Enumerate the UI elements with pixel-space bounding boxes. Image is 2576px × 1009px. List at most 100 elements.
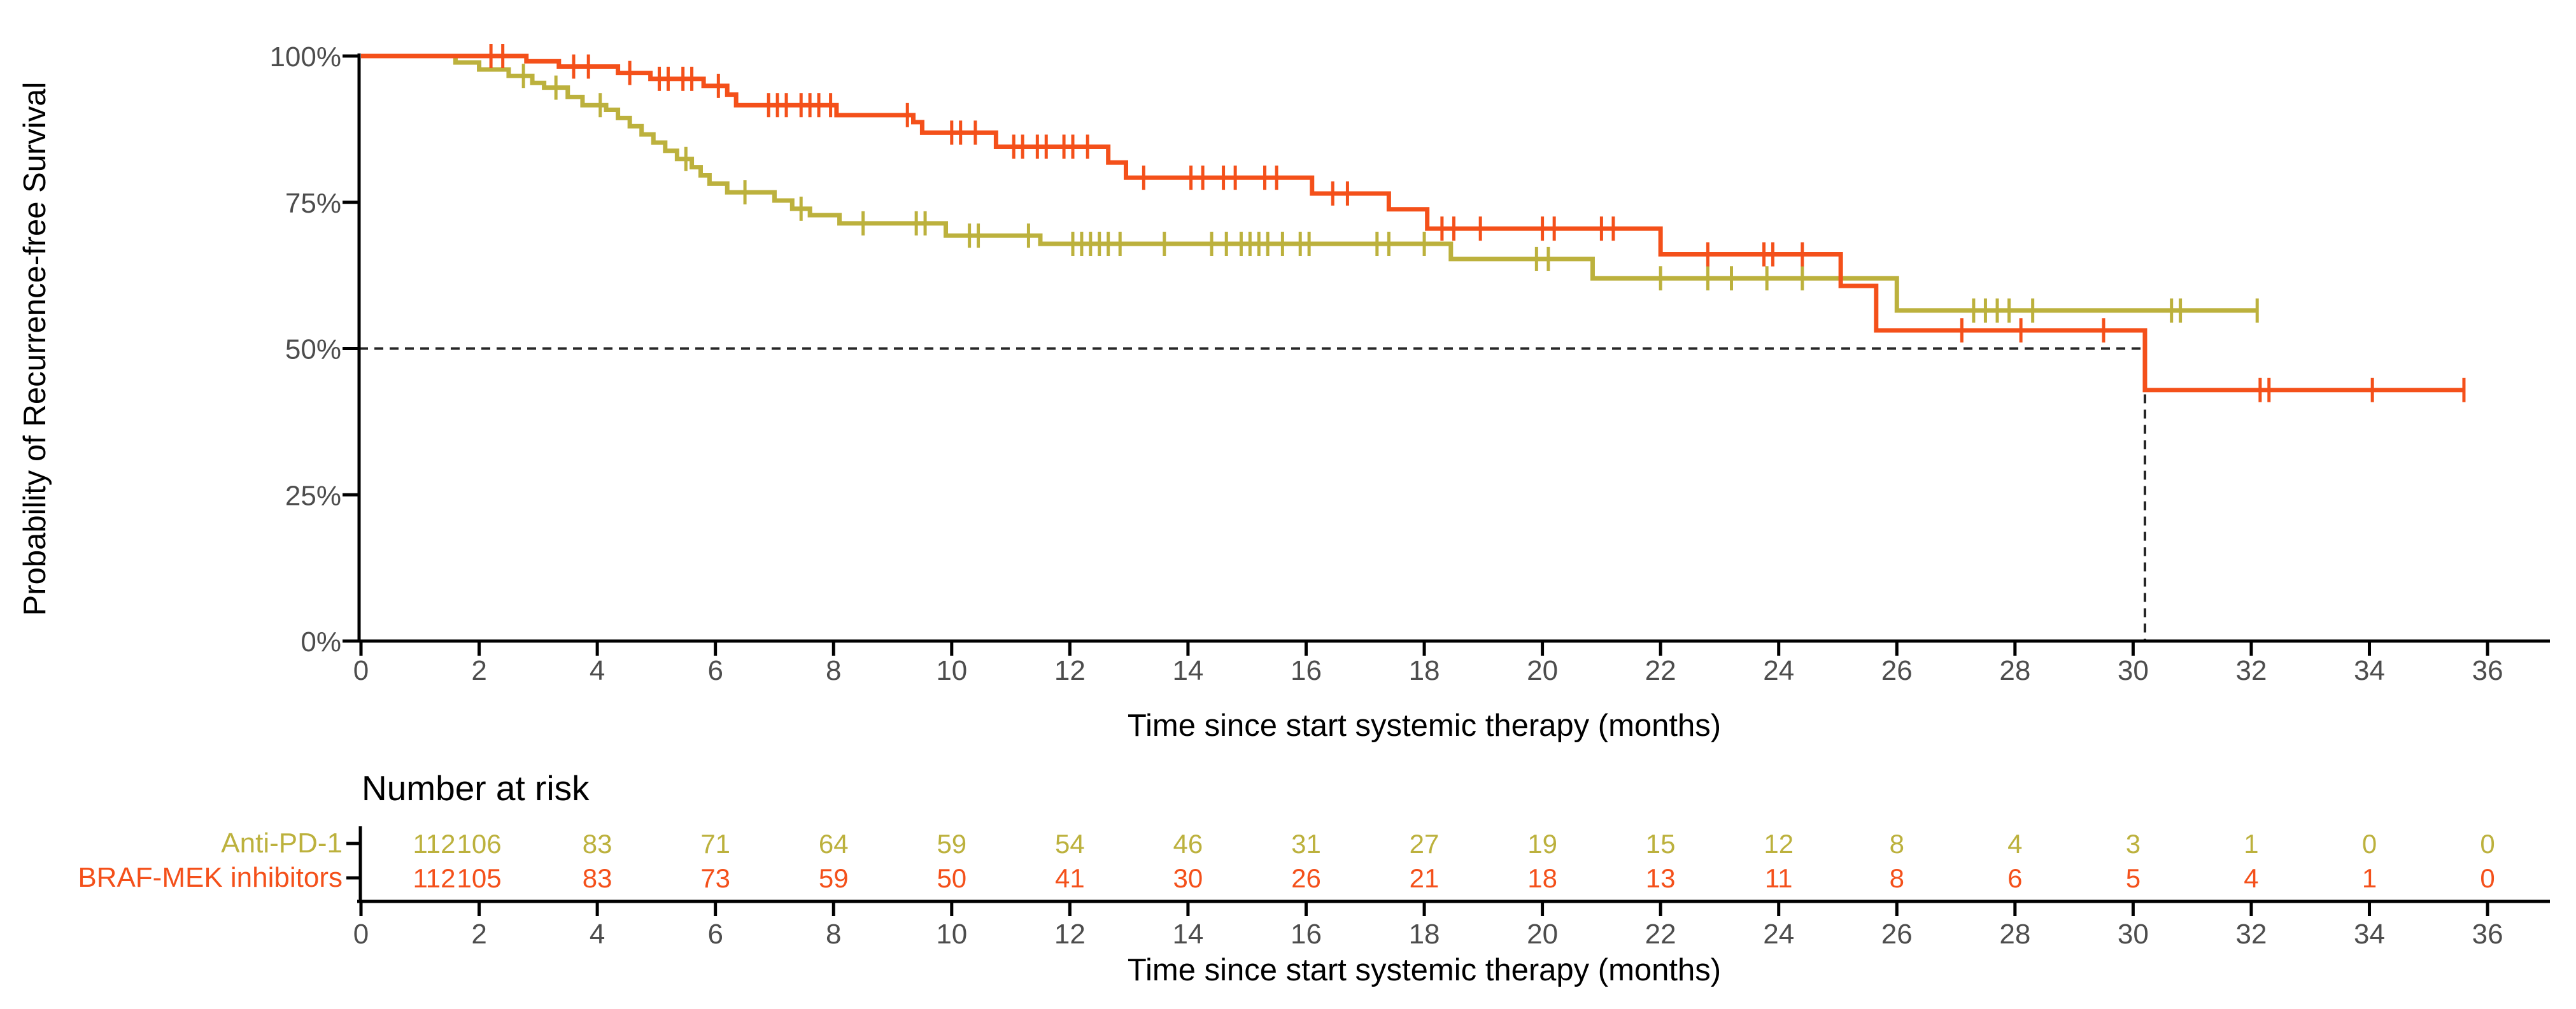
risk-row-anti-pd-1: 112 106 83 71 64 59 54 46 31 27 19 15 12 8 4 3 1 0 0: [413, 829, 2495, 859]
risk-x-tick-label: 0: [353, 919, 369, 950]
x-tick-label: 24: [1763, 655, 1794, 686]
risk-x-tick-label: 2: [471, 919, 486, 950]
risk-count: 105: [457, 863, 502, 893]
risk-count: 112: [413, 829, 456, 859]
risk-count: 27: [1410, 829, 1440, 859]
survival-curve-anti-pd-1: [361, 53, 2259, 323]
risk-count: 21: [1410, 863, 1440, 893]
risk-count: 31: [1291, 829, 1321, 859]
risk-x-tick-label: 26: [1881, 919, 1913, 950]
y-tick-label: 75%: [285, 188, 341, 219]
risk-x-tick-label: 12: [1054, 919, 1086, 950]
risk-count: 11: [1765, 863, 1793, 893]
x-tick-label: 6: [707, 655, 723, 686]
risk-count: 59: [819, 863, 849, 893]
x-tick-label: 30: [2118, 655, 2149, 686]
risk-x-tick-label: 36: [2472, 919, 2503, 950]
y-tick-label: 100%: [269, 41, 341, 73]
km-step-line-braf-mek-inhibitors: [361, 53, 2464, 393]
y-tick-labels: 0% 25% 50% 75% 100%: [269, 41, 341, 658]
x-axis-title: Time since start systemic therapy (month…: [1127, 709, 1722, 743]
risk-x-tick-label: 34: [2354, 919, 2385, 950]
risk-count: 106: [457, 829, 502, 859]
risk-count: 26: [1291, 863, 1321, 893]
risk-table-axis: [346, 826, 2550, 916]
x-tick-label: 20: [1527, 655, 1558, 686]
x-tick-label: 18: [1409, 655, 1440, 686]
x-tick-label: 10: [936, 655, 967, 686]
x-tick-label: 14: [1172, 655, 1203, 686]
censor-marks-anti-pd-1: [521, 64, 2259, 323]
risk-count: 54: [1055, 829, 1085, 859]
risk-count: 30: [1173, 863, 1203, 893]
x-tick-label: 8: [826, 655, 841, 686]
risk-count: 13: [1646, 863, 1676, 893]
risk-x-tick-label: 8: [826, 919, 841, 950]
risk-count: 64: [819, 829, 849, 859]
risk-x-tick-label: 6: [707, 919, 723, 950]
axes: [343, 53, 2550, 656]
risk-x-tick-label: 20: [1527, 919, 1558, 950]
x-tick-label: 36: [2472, 655, 2503, 686]
censor-marks-braf-mek-inhibitors: [489, 44, 2466, 402]
risk-x-tick-label: 32: [2235, 919, 2267, 950]
risk-count: 112: [413, 863, 456, 893]
risk-count: 0: [2362, 829, 2377, 859]
median-reference-lines: [359, 347, 2146, 641]
risk-count: 83: [583, 829, 612, 859]
risk-table-title: Number at risk: [362, 768, 590, 808]
risk-count: 59: [937, 829, 966, 859]
x-tick-label: 16: [1291, 655, 1322, 686]
risk-count: 4: [2007, 829, 2022, 859]
risk-count: 0: [2480, 863, 2495, 893]
risk-x-tick-labels: 0 2 4 6 8 10 12 14 16 18 20 22 24 26 28 30 32 34 36: [353, 919, 2503, 950]
risk-x-tick-label: 30: [2118, 919, 2149, 950]
risk-count: 3: [2126, 829, 2141, 859]
y-tick-label: 50%: [285, 334, 341, 365]
risk-count: 8: [1890, 863, 1904, 893]
risk-count: 18: [1527, 863, 1557, 893]
risk-count: 12: [1764, 829, 1794, 859]
x-tick-labels: 0 2 4 6 8 10 12 14 16 18 20 22 24 26 28 30 32 34 36: [353, 655, 2503, 686]
risk-count: 8: [1890, 829, 1904, 859]
survival-curve-braf-mek-inhibitors: [361, 44, 2466, 402]
x-tick-label: 0: [353, 655, 369, 686]
x-tick-label: 32: [2235, 655, 2267, 686]
km-step-line-anti-pd-1: [361, 53, 2258, 313]
risk-count: 73: [700, 863, 730, 893]
risk-count: 19: [1527, 829, 1557, 859]
risk-x-tick-label: 16: [1291, 919, 1322, 950]
risk-count: 83: [583, 863, 612, 893]
risk-count: 46: [1173, 829, 1203, 859]
risk-x-tick-label: 4: [590, 919, 605, 950]
risk-row-label-anti-pd-1: Anti-PD-1: [221, 828, 343, 859]
x-tick-label: 4: [590, 655, 605, 686]
risk-row-braf-mek-inhibitors: 112 105 83 73 59 50 41 30 26 21 18 13 11 8 6 5 4 1 0: [413, 863, 2495, 893]
risk-count: 6: [2007, 863, 2022, 893]
x-tick-label: 22: [1645, 655, 1676, 686]
risk-count: 5: [2126, 863, 2141, 893]
risk-x-tick-label: 28: [1999, 919, 2030, 950]
risk-count: 71: [700, 829, 730, 859]
risk-x-tick-label: 18: [1409, 919, 1440, 950]
risk-count: 15: [1646, 829, 1676, 859]
risk-table-x-axis-title: Time since start systemic therapy (month…: [1127, 953, 1722, 987]
risk-count: 0: [2480, 829, 2495, 859]
x-tick-label: 28: [1999, 655, 2030, 686]
y-axis-title: Probability of Recurrence-free Survival: [18, 81, 52, 616]
x-tick-label: 2: [471, 655, 486, 686]
risk-x-tick-label: 22: [1645, 919, 1676, 950]
risk-count: 1: [2244, 829, 2258, 859]
risk-x-tick-label: 10: [936, 919, 967, 950]
risk-row-label-braf-mek: BRAF-MEK inhibitors: [78, 862, 343, 893]
risk-count: 1: [2362, 863, 2377, 893]
x-tick-label: 26: [1881, 655, 1913, 686]
y-tick-label: 25%: [285, 480, 341, 511]
x-tick-label: 34: [2354, 655, 2385, 686]
risk-x-tick-label: 14: [1172, 919, 1203, 950]
x-tick-label: 12: [1054, 655, 1086, 686]
risk-x-tick-label: 24: [1763, 919, 1794, 950]
